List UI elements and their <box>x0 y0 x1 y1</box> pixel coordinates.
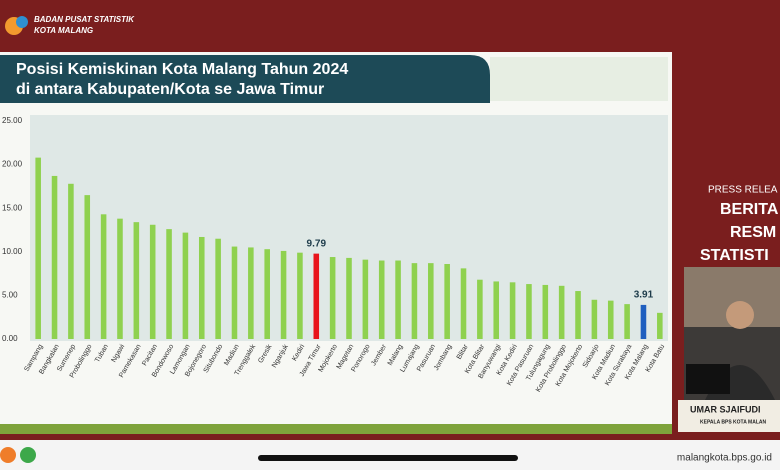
bar <box>395 260 401 339</box>
y-tick-label: 10.00 <box>2 247 23 256</box>
bar <box>657 312 663 339</box>
bar <box>297 252 303 339</box>
bar <box>198 236 205 339</box>
y-tick-label: 0.00 <box>2 334 18 343</box>
y-tick-label: 25.00 <box>2 116 23 125</box>
bar <box>264 249 270 339</box>
bar <box>117 218 123 339</box>
bar <box>313 253 320 339</box>
title-side <box>490 57 668 101</box>
slide-band <box>0 424 672 434</box>
bar <box>509 282 516 339</box>
side-line: RESM <box>730 224 776 241</box>
bar <box>362 259 369 339</box>
bar <box>346 257 352 339</box>
bar <box>575 291 581 339</box>
bar <box>444 264 450 339</box>
bar <box>149 224 156 339</box>
press-label: PRESS RELEA <box>708 185 778 196</box>
bar <box>477 279 483 339</box>
value-label: 9.79 <box>307 238 327 249</box>
dot <box>20 447 36 463</box>
bar <box>428 263 434 339</box>
bar <box>460 268 467 339</box>
bar <box>329 257 336 339</box>
bar <box>526 284 532 339</box>
url: malangkota.bps.go.id <box>677 453 772 464</box>
speaker-role: KEPALA BPS KOTA MALAN <box>700 419 766 425</box>
home-indicator <box>258 455 518 461</box>
bar <box>558 285 565 339</box>
bar <box>378 260 385 339</box>
value-label: 3.91 <box>634 290 654 301</box>
y-tick-label: 20.00 <box>2 160 23 169</box>
org: BADAN PUSAT STATISTIK <box>34 15 135 24</box>
logo <box>16 16 28 28</box>
bar <box>182 232 189 339</box>
bar <box>640 304 647 339</box>
bar <box>51 175 58 339</box>
bar <box>100 214 107 339</box>
y-tick-label: 5.00 <box>2 291 18 300</box>
org-sub: KOTA MALANG <box>34 26 93 35</box>
bar <box>231 246 238 339</box>
chart-subtitle: di antara Kabupaten/Kota se Jawa Timur <box>16 81 324 98</box>
y-tick-label: 15.00 <box>2 203 23 212</box>
speaker: UMAR SJAIFUDI <box>690 404 761 414</box>
bar <box>248 247 254 339</box>
bar <box>411 263 418 339</box>
bar <box>280 250 287 339</box>
bar <box>542 284 549 339</box>
bar <box>591 299 598 339</box>
side-line: BERITA <box>720 201 779 218</box>
laptop <box>686 364 730 394</box>
bar <box>68 183 74 339</box>
bar <box>215 238 221 339</box>
bar <box>84 195 91 339</box>
bar <box>624 304 630 339</box>
bar <box>133 222 140 339</box>
person <box>726 301 754 329</box>
nameplate <box>678 400 780 432</box>
bar <box>166 229 172 339</box>
title-banner <box>0 55 490 103</box>
dot <box>0 447 16 463</box>
bar <box>35 157 41 339</box>
bar <box>493 281 500 339</box>
bar <box>607 300 614 339</box>
chart-title: Posisi Kemiskinan Kota Malang Tahun 2024 <box>16 61 348 78</box>
side-line: STATISTI <box>700 247 769 264</box>
